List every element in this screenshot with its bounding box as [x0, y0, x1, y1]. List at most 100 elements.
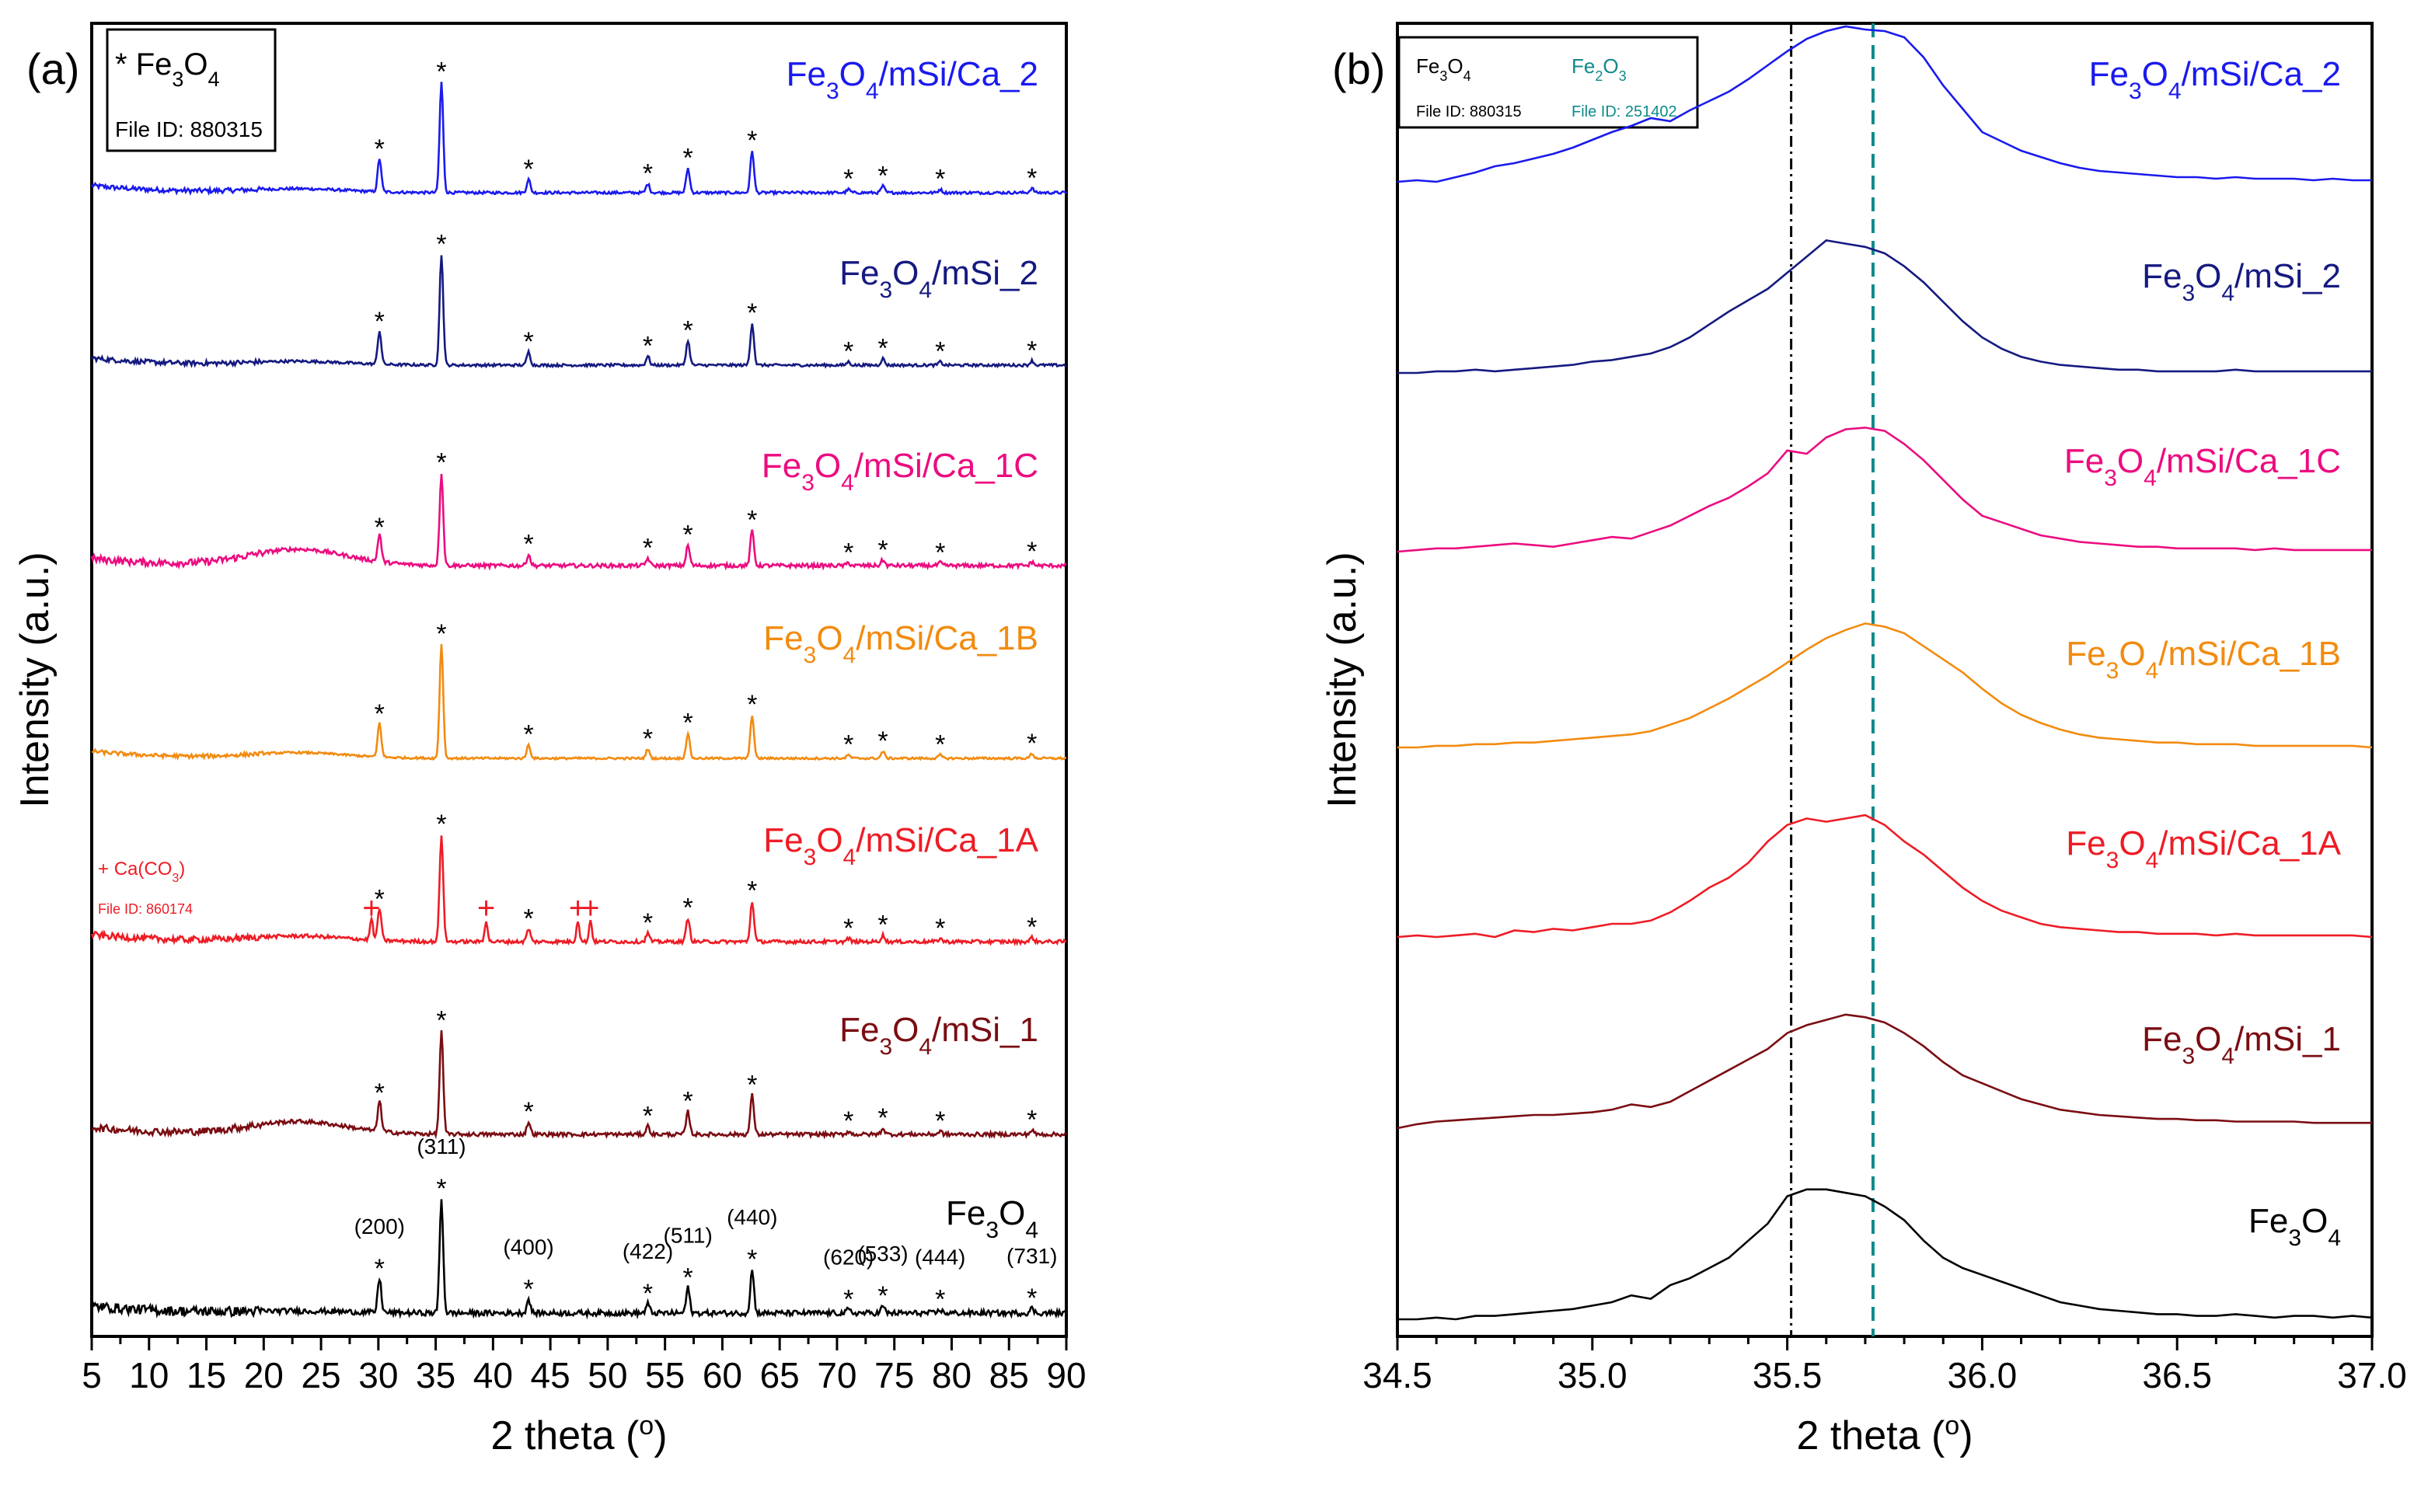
x-tick-label-b: 35.5 — [1753, 1355, 1823, 1395]
peak-marker-a: * — [935, 1106, 945, 1136]
peak-marker-a: * — [747, 298, 757, 328]
series-label-a: Fe3O4/mSi_2 — [839, 254, 1038, 303]
peak-marker-a: * — [523, 1274, 533, 1304]
peak-marker-a: * — [683, 1087, 693, 1117]
peak-marker-a: * — [1027, 537, 1037, 566]
peak-marker-a: * — [375, 699, 385, 729]
peak-marker-a: * — [1027, 336, 1037, 365]
peak-marker-a: * — [877, 333, 888, 363]
peak-marker-a: * — [436, 57, 446, 86]
legend-box-b — [1397, 36, 1699, 129]
x-tick-label-a: 25 — [301, 1355, 340, 1395]
peak-marker-a: * — [436, 229, 446, 259]
zoom-series-0 — [1397, 25, 2372, 183]
peak-marker-a: * — [375, 1254, 385, 1284]
panel-label-a: (a) — [26, 44, 79, 93]
series-label-b: Fe3O4/mSi/Ca_1C — [2064, 442, 2341, 491]
peak-marker-a: * — [436, 1006, 446, 1036]
x-tick-label-a: 85 — [989, 1355, 1029, 1395]
hkl-label: (444) — [915, 1245, 965, 1270]
peak-marker-a: * — [436, 448, 446, 477]
caco3-marker: + — [569, 891, 587, 925]
x-tick-label-b: 36.5 — [2142, 1355, 2212, 1395]
peak-marker-a: * — [643, 533, 653, 563]
hkl-label: (620) — [823, 1245, 874, 1270]
peak-marker-a: * — [436, 619, 446, 649]
xrd-series-4 — [90, 835, 1067, 946]
series-label-b: Fe3O4/mSi_1 — [2142, 1020, 2341, 1069]
xrd-series-2 — [90, 473, 1067, 571]
x-tick-label-a: 60 — [703, 1355, 742, 1395]
caco3-marker: + — [362, 891, 380, 925]
peak-marker-a: * — [935, 730, 945, 760]
hkl-label: (511) — [664, 1224, 713, 1248]
peak-marker-a: * — [375, 134, 385, 164]
zoom-series-4 — [1397, 813, 2373, 939]
plot-frame-b — [1396, 22, 2374, 1338]
peak-marker-a: * — [935, 538, 945, 567]
peak-marker-a: * — [643, 159, 653, 189]
series-label-b: Fe3O4/mSi/Ca_1A — [2066, 824, 2341, 873]
hkl-label: (731) — [1006, 1244, 1057, 1268]
legend-caco3-file-id: File ID: 860174 — [98, 901, 193, 917]
zoom-series-2 — [1397, 427, 2372, 553]
hkl-label: (533) — [857, 1242, 908, 1266]
peak-marker-a: * — [843, 914, 853, 943]
peak-marker-a: * — [747, 506, 757, 535]
peak-marker-a: * — [683, 709, 693, 738]
caco3-marker: + — [477, 891, 495, 925]
hkl-label: (200) — [354, 1214, 405, 1239]
xrd-series-6 — [91, 1199, 1068, 1320]
peak-marker-a: * — [375, 307, 385, 336]
peak-marker-a: * — [877, 726, 888, 756]
peak-marker-a: * — [523, 327, 533, 357]
peak-marker-a: * — [747, 876, 757, 906]
series-label-b: Fe3O4/mSi_2 — [2142, 257, 2341, 306]
peak-marker-a: * — [643, 332, 653, 361]
zoom-series-6 — [1397, 1188, 2373, 1321]
peak-marker-a: * — [843, 730, 853, 760]
peak-marker-a: * — [843, 165, 853, 194]
xrd-series-0 — [90, 82, 1067, 197]
x-tick-label-a: 80 — [932, 1355, 972, 1395]
peak-marker-a: * — [1027, 729, 1037, 758]
peak-marker-a: * — [877, 161, 888, 190]
y-axis-label-b: Intensity (a.u.) — [1320, 552, 1365, 807]
peak-marker-a: * — [877, 1281, 888, 1311]
peak-marker-a: * — [935, 914, 945, 943]
peak-marker-a: * — [683, 894, 693, 923]
peak-marker-a: * — [1027, 163, 1037, 193]
xrd-series-1 — [91, 255, 1067, 369]
x-tick-label-a: 65 — [760, 1355, 800, 1395]
series-label-b: Fe3O4/mSi/Ca_1B — [2066, 635, 2341, 684]
zoom-series-5 — [1397, 1013, 2372, 1130]
legend-file-id-b: File ID: 880315 — [1416, 103, 1522, 120]
x-tick-label-a: 75 — [874, 1355, 914, 1395]
zoom-series-3 — [1397, 622, 2373, 749]
x-tick-label-a: 30 — [358, 1355, 398, 1395]
x-tick-label-a: 15 — [187, 1355, 226, 1395]
hkl-label: (311) — [417, 1134, 466, 1158]
peak-marker-a: * — [523, 719, 533, 749]
peak-marker-a: * — [523, 530, 533, 559]
series-label-a: Fe3O4/mSi/Ca_1B — [763, 619, 1038, 668]
x-tick-label-a: 45 — [531, 1355, 570, 1395]
peak-marker-a: * — [375, 513, 385, 542]
peak-marker-a: * — [747, 1245, 757, 1274]
series-label-b: Fe3O4/mSi/Ca_2 — [2089, 55, 2341, 104]
hkl-label: (440) — [727, 1205, 777, 1229]
legend-caco3: + Ca(CO3) — [98, 859, 185, 885]
x-tick-label-a: 70 — [817, 1355, 856, 1395]
x-tick-label-a: 40 — [473, 1355, 513, 1395]
legend-file-id-a: File ID: 880315 — [115, 117, 263, 141]
peak-marker-a: * — [523, 904, 533, 933]
hkl-label: (400) — [503, 1235, 553, 1259]
x-tick-label-b: 35.0 — [1558, 1355, 1627, 1395]
peak-marker-a: * — [683, 316, 693, 346]
peak-marker-a: * — [436, 1174, 446, 1204]
peak-marker-a: * — [643, 1279, 653, 1308]
peak-marker-a: * — [1027, 912, 1037, 942]
x-tick-label-b: 37.0 — [2337, 1355, 2407, 1395]
x-tick-label-a: 10 — [129, 1355, 169, 1395]
